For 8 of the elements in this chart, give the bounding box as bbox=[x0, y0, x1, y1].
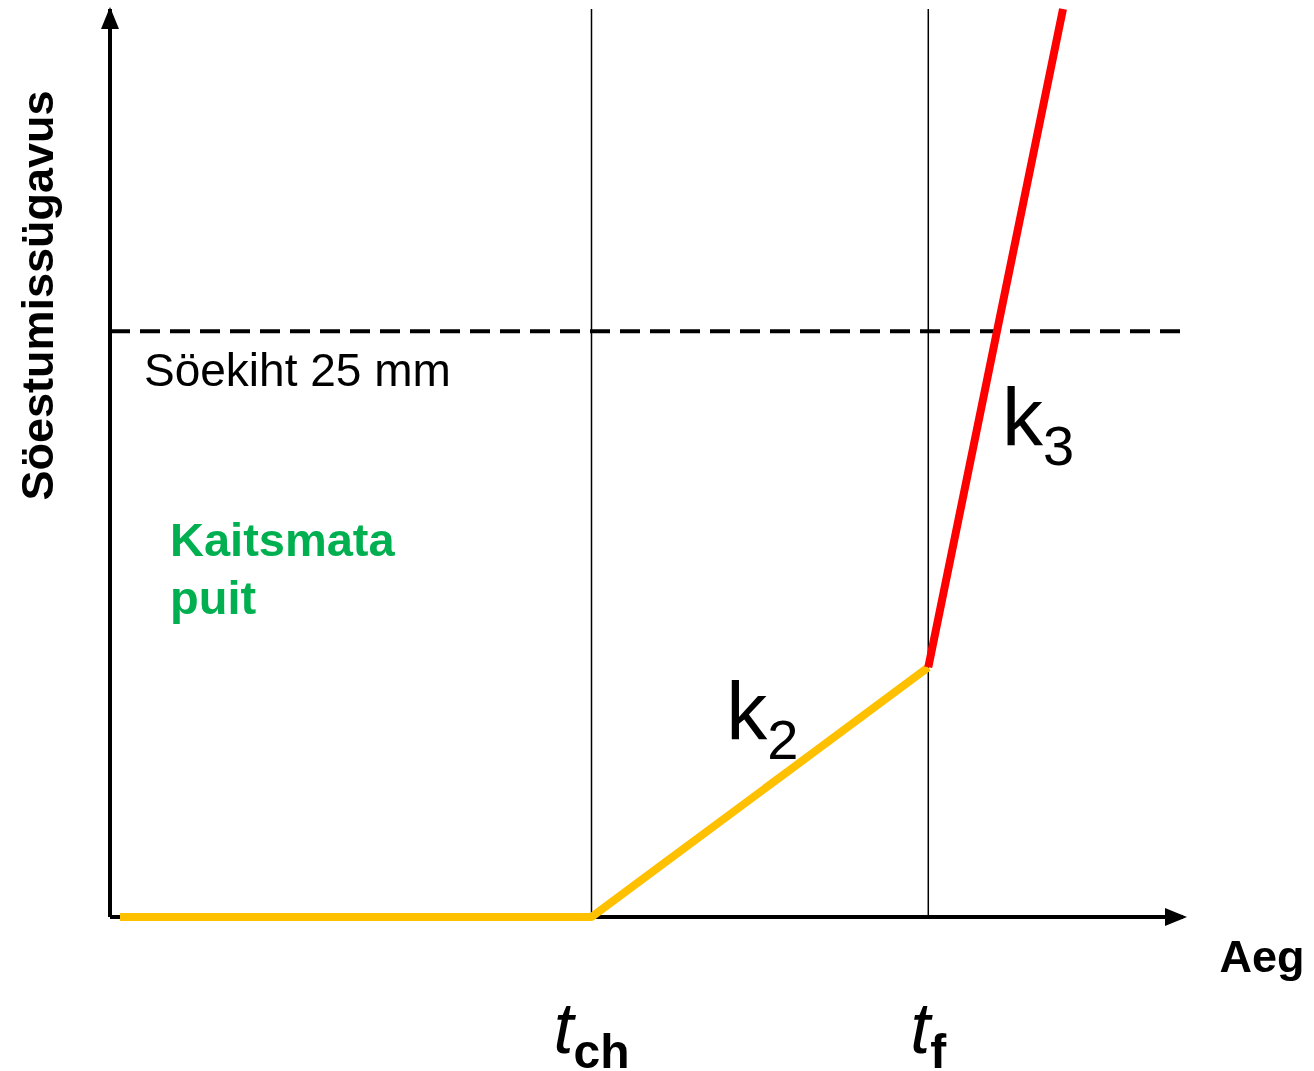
y-axis-title: Söestumissügavus bbox=[12, 90, 63, 501]
ref-line-label: Söekiht 25 mm bbox=[144, 344, 451, 397]
x-axis-title: Aeg bbox=[1219, 931, 1305, 982]
annotation: Kaitsmata puit bbox=[170, 512, 396, 626]
series-label: k$_{2}$ bbox=[726, 665, 799, 772]
x-tick-label: t$_{f}$ bbox=[910, 988, 948, 1071]
series-label: k$_{3}$ bbox=[1001, 371, 1075, 477]
x-tick-label: t$_{ch}$ bbox=[553, 988, 630, 1071]
